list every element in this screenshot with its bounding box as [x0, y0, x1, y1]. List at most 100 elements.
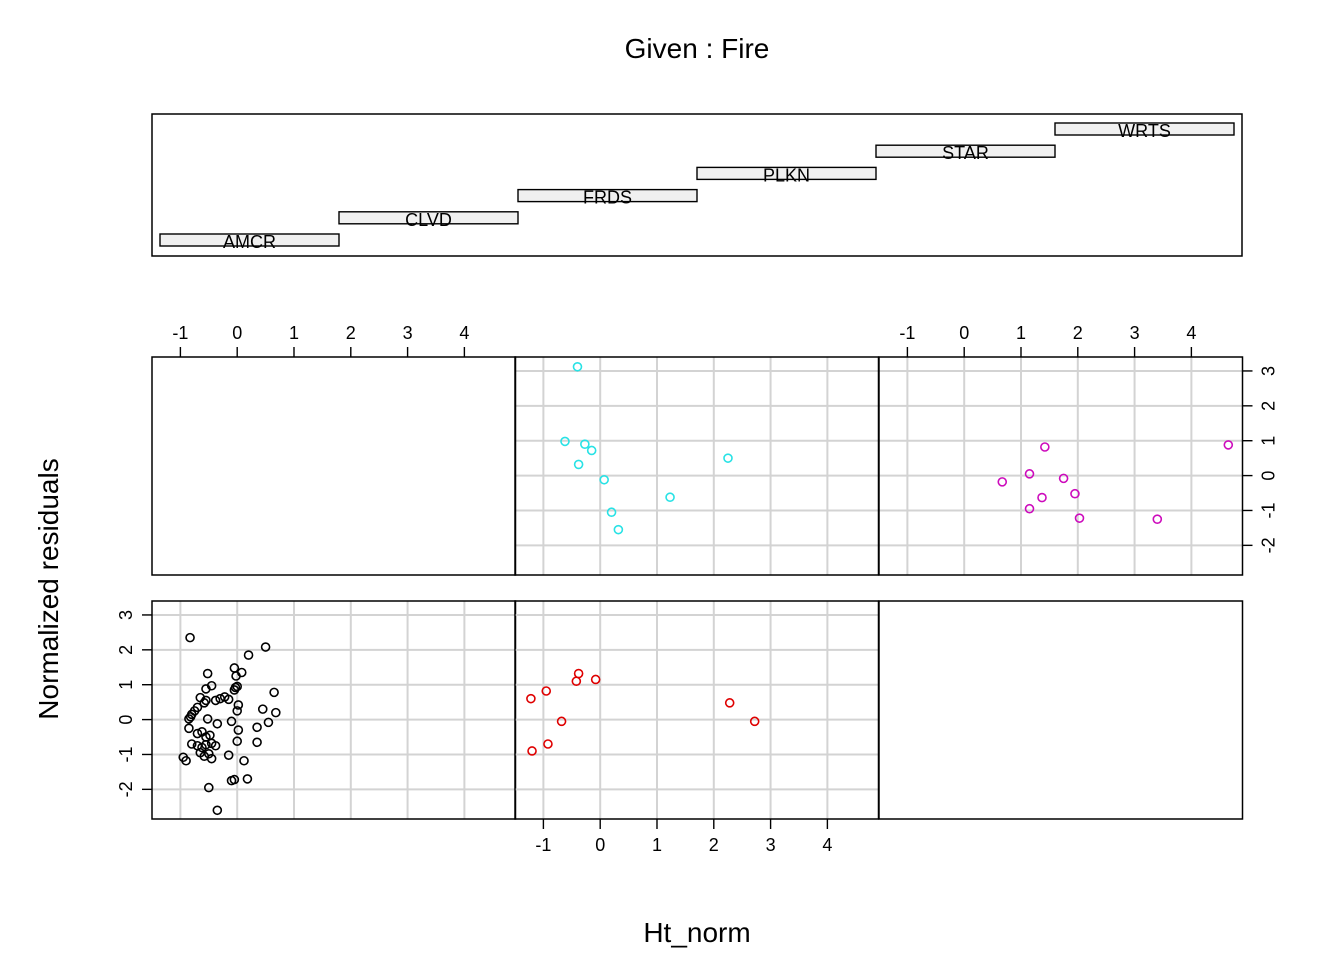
data-point — [560, 436, 570, 447]
y-tick-label: 3 — [116, 610, 136, 620]
data-point — [239, 755, 249, 766]
data-point — [185, 632, 195, 643]
data-point — [556, 716, 567, 727]
data-point — [201, 695, 211, 706]
given-label-clvd: CLVD — [405, 210, 452, 230]
data-point — [206, 680, 217, 691]
x-axis-label: Ht_norm — [643, 917, 750, 948]
data-point — [252, 722, 262, 733]
given-bar-clvd — [338, 211, 519, 225]
data-point — [1152, 514, 1163, 524]
y-tick-label: 3 — [1259, 366, 1279, 376]
data-point — [203, 782, 214, 793]
data-point — [206, 753, 217, 764]
x-tick-label: 2 — [709, 835, 719, 855]
given-panel — [151, 113, 1243, 257]
given-label-star: STAR — [942, 143, 989, 163]
x-tick-label: 2 — [1073, 323, 1083, 343]
data-point — [580, 439, 590, 450]
data-point — [203, 748, 214, 759]
data-point — [212, 805, 223, 816]
data-point — [571, 676, 582, 687]
x-tick-label: 1 — [1016, 323, 1026, 343]
given-bar-star — [875, 144, 1056, 158]
x-tick-label: 4 — [1186, 323, 1196, 343]
given-label-plkn: PLKN — [763, 165, 810, 185]
data-point — [260, 642, 271, 652]
panel-wrts — [878, 600, 1244, 820]
data-point — [181, 755, 191, 766]
panel-plkn — [151, 356, 517, 576]
data-point — [210, 695, 221, 706]
panel-clvd — [514, 600, 880, 820]
data-point — [257, 704, 268, 714]
y-tick-label: 1 — [1259, 436, 1279, 446]
data-point — [599, 474, 609, 485]
given-bar-amcr — [159, 233, 340, 247]
data-point — [271, 707, 281, 718]
data-point — [1223, 440, 1234, 450]
y-tick-label: -2 — [1259, 537, 1279, 553]
data-point — [229, 774, 240, 785]
data-point — [192, 728, 203, 739]
data-point — [236, 667, 247, 678]
data-point — [184, 714, 194, 724]
data-point — [997, 477, 1008, 487]
panel-star — [878, 356, 1244, 576]
data-point — [590, 674, 601, 685]
data-point — [184, 723, 194, 734]
data-point — [724, 698, 735, 708]
data-point — [232, 736, 242, 747]
data-point — [232, 681, 242, 692]
data-point — [233, 725, 244, 735]
data-point — [223, 750, 234, 760]
x-tick-label: -1 — [899, 323, 915, 343]
panel-frame — [878, 600, 1244, 820]
data-point — [232, 706, 242, 716]
data-point — [1024, 503, 1035, 514]
x-tick-label: 1 — [289, 323, 299, 343]
panel-frame — [514, 356, 880, 576]
scatter-panels — [151, 356, 1244, 820]
data-point — [526, 693, 536, 704]
x-tick-label: 0 — [595, 835, 605, 855]
y-tick-label: 2 — [116, 645, 136, 655]
subtitle: Given : Fire — [625, 33, 770, 64]
x-tick-label: 1 — [652, 835, 662, 855]
data-point — [665, 492, 675, 503]
y-tick-label: 2 — [1259, 401, 1279, 411]
panel-frds — [514, 356, 880, 576]
data-point — [186, 739, 197, 749]
given-bar-plkn — [696, 166, 877, 181]
panel-frame — [514, 600, 880, 820]
panel-amcr — [151, 600, 517, 820]
data-point — [1058, 473, 1069, 484]
x-tick-label: -1 — [172, 323, 188, 343]
x-tick-label: 3 — [1130, 323, 1140, 343]
given-bars: AMCR CLVD FRDS PLKN STAR WRTS — [159, 121, 1235, 252]
data-point — [226, 716, 237, 727]
data-point — [606, 507, 617, 518]
data-point — [572, 361, 583, 372]
y-tick-label: -1 — [1259, 502, 1279, 518]
x-tick-label: 4 — [822, 835, 832, 855]
given-bar-frds — [517, 188, 698, 203]
data-point — [202, 668, 213, 679]
given-label-wrts: WRTS — [1118, 121, 1171, 141]
x-tick-label: 3 — [403, 323, 413, 343]
given-label-frds: FRDS — [583, 188, 632, 208]
y-tick-label: -1 — [116, 746, 136, 762]
panel-frame — [151, 356, 517, 576]
data-point — [723, 453, 733, 463]
data-point — [242, 774, 253, 784]
data-point — [586, 445, 597, 456]
data-point — [252, 737, 262, 748]
x-tick-label: 4 — [459, 323, 469, 343]
y-tick-label: 1 — [116, 680, 136, 690]
data-point — [543, 739, 553, 749]
data-point — [1040, 442, 1050, 452]
x-tick-label: -1 — [535, 835, 551, 855]
data-point — [185, 712, 196, 722]
data-point — [613, 524, 624, 535]
